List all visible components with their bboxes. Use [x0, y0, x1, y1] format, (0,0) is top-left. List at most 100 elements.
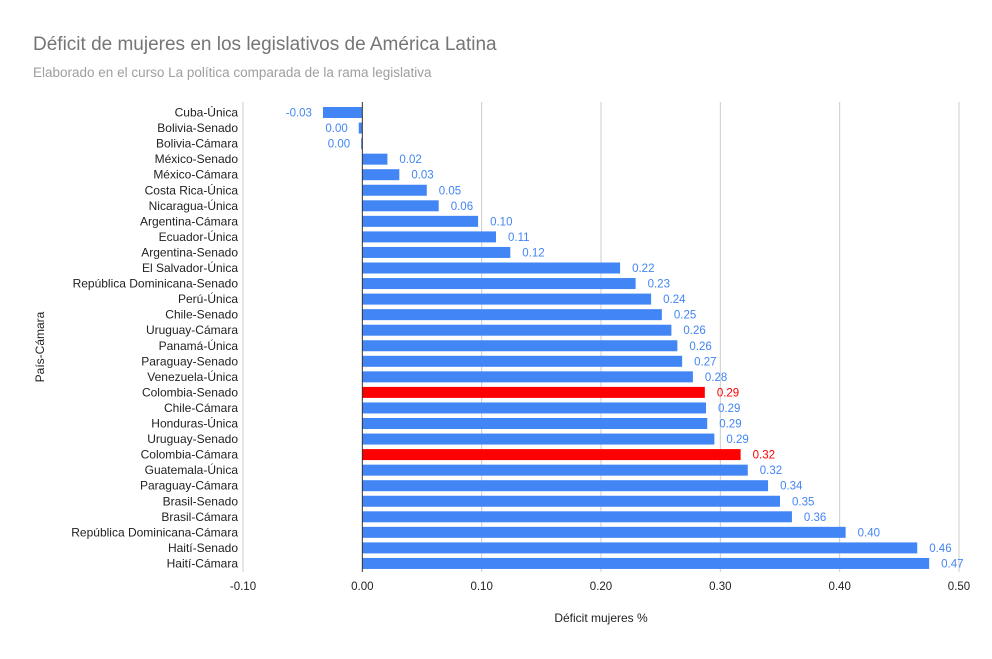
data-label: 0.11	[508, 232, 530, 244]
x-tick-label: -0.10	[230, 581, 256, 593]
data-label: 0.23	[648, 279, 670, 291]
data-label: 0.24	[663, 294, 686, 306]
bar	[362, 184, 427, 196]
bar	[361, 138, 363, 150]
data-label: 0.26	[683, 325, 705, 337]
bar	[362, 449, 741, 461]
category-label: Cuba-Única	[175, 105, 239, 120]
data-label: 0.00	[328, 139, 350, 151]
data-label: -0.03	[286, 108, 312, 120]
bar	[362, 309, 662, 321]
category-label: Bolivia-Senado	[157, 121, 238, 135]
x-tick-label: 0.20	[590, 581, 612, 593]
data-label: 0.22	[632, 263, 654, 275]
category-label: Haití-Cámara	[167, 556, 239, 570]
bar	[362, 371, 693, 383]
x-axis-title: Déficit mujeres %	[554, 611, 648, 625]
data-label: 0.12	[522, 247, 544, 259]
category-label: Argentina-Cámara	[140, 214, 238, 228]
category-label: Brasil-Cámara	[161, 510, 238, 524]
x-tick-label: 0.40	[828, 581, 850, 593]
bar	[358, 122, 363, 134]
bar	[362, 386, 705, 398]
category-label: Perú-Única	[178, 291, 238, 306]
category-label: Chile-Senado	[165, 308, 238, 322]
category-label: México-Senado	[155, 152, 239, 166]
y-axis-title: País-Cámara	[33, 311, 47, 382]
data-label: 0.27	[694, 356, 716, 368]
bar	[362, 293, 652, 305]
category-label: Venezuela-Única	[147, 369, 238, 384]
bar	[362, 402, 707, 414]
category-label: Argentina-Senado	[141, 245, 238, 259]
category-label: El Salvador-Única	[142, 260, 238, 275]
data-label: 0.29	[718, 403, 740, 415]
category-label: Guatemala-Única	[145, 462, 239, 477]
data-label: 0.25	[674, 310, 696, 322]
data-label: 0.02	[399, 154, 421, 166]
category-label: República Dominicana-Senado	[73, 277, 239, 291]
data-label: 0.05	[439, 185, 461, 197]
bar	[362, 246, 511, 258]
data-label: 0.47	[941, 558, 963, 570]
category-label: Uruguay-Cámara	[146, 323, 238, 337]
category-label: Panamá-Única	[159, 338, 239, 353]
data-label: 0.00	[325, 123, 347, 135]
data-label: 0.29	[717, 387, 739, 399]
category-label: Colombia-Cámara	[141, 448, 239, 462]
data-label: 0.03	[411, 170, 433, 182]
data-label: 0.36	[804, 512, 826, 524]
data-label: 0.32	[753, 450, 775, 462]
category-label: Paraguay-Senado	[141, 354, 238, 368]
bar	[362, 495, 780, 507]
category-label: Ecuador-Única	[159, 229, 239, 244]
category-label: México-Cámara	[153, 168, 238, 182]
x-tick-label: 0.00	[351, 581, 373, 593]
bar	[362, 169, 400, 181]
bar	[362, 215, 479, 227]
bar	[362, 557, 930, 569]
data-label: 0.40	[858, 527, 880, 539]
bar	[362, 418, 708, 429]
bar	[362, 262, 621, 274]
bar	[362, 480, 769, 492]
category-label: Haití-Senado	[168, 541, 238, 555]
bar	[362, 542, 918, 554]
category-label: Honduras-Única	[151, 416, 238, 431]
data-label: 0.28	[705, 372, 727, 384]
bar	[362, 355, 683, 367]
data-label: 0.29	[726, 434, 748, 446]
category-label: Uruguay-Senado	[147, 432, 238, 446]
bar	[362, 511, 792, 523]
data-label: 0.35	[792, 496, 814, 508]
category-label: Paraguay-Cámara	[140, 479, 238, 493]
category-label: Brasil-Senado	[163, 494, 239, 508]
category-label: Colombia-Senado	[142, 385, 238, 399]
data-label: 0.26	[689, 341, 711, 353]
bar	[362, 433, 715, 445]
bar	[362, 464, 748, 476]
data-label: 0.06	[451, 201, 473, 213]
bar	[362, 278, 636, 290]
bar	[362, 200, 439, 212]
x-tick-label: 0.30	[709, 581, 731, 593]
chart-subtitle: Elaborado en el curso La política compar…	[33, 65, 432, 80]
data-label: 0.10	[490, 216, 512, 228]
x-tick-label: 0.50	[948, 581, 970, 593]
bar	[362, 340, 678, 352]
category-label: Bolivia-Cámara	[156, 137, 238, 151]
data-label: 0.32	[760, 465, 782, 477]
category-label: Nicaragua-Única	[149, 198, 239, 213]
bar	[322, 107, 363, 118]
data-label: 0.34	[780, 481, 803, 493]
category-label: República Dominicana-Cámara	[71, 525, 238, 539]
bar	[362, 324, 672, 336]
chart-title: Déficit de mujeres en los legislativos d…	[33, 34, 497, 55]
x-tick-label: 0.10	[470, 581, 492, 593]
bar	[362, 231, 496, 243]
category-label: Costa Rica-Única	[145, 182, 239, 197]
data-label: 0.29	[719, 419, 741, 431]
data-label: 0.46	[929, 543, 951, 555]
